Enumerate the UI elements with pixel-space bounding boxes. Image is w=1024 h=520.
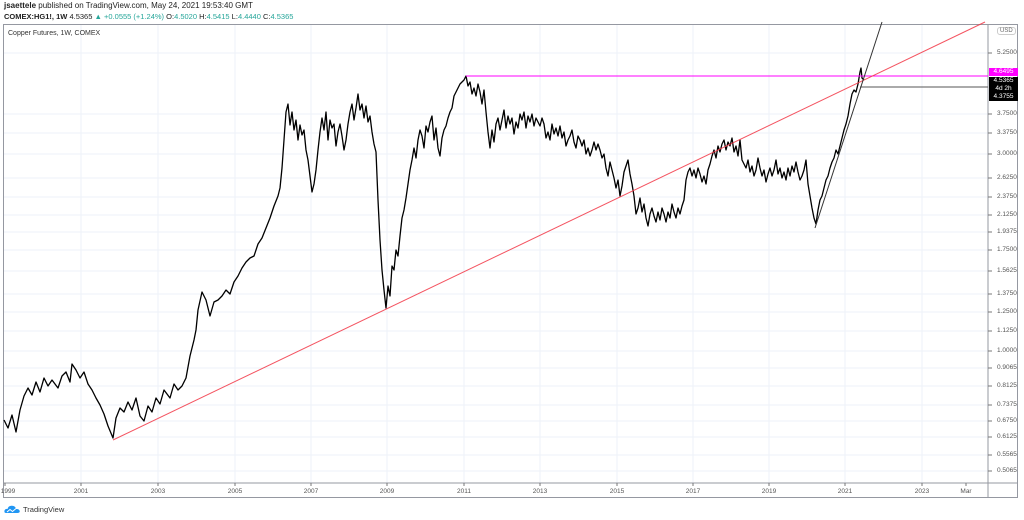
x-tick: 2001 xyxy=(73,488,89,495)
change-value: +0.0555 (+1.24%) xyxy=(104,12,165,21)
last-price-tag: 4.5365 xyxy=(989,77,1018,85)
x-tick: 2019 xyxy=(761,488,777,495)
open-value: 4.5020 xyxy=(174,12,198,21)
publish-text: published on TradingView.com, May 24, 20… xyxy=(38,1,253,10)
x-tick: 1999 xyxy=(0,488,16,495)
y-tick: 0.9065 xyxy=(997,364,1017,371)
y-tick: 1.9375 xyxy=(997,228,1017,235)
publisher-name: jsaettele xyxy=(4,1,37,10)
low-value: 4.4440 xyxy=(237,12,261,21)
y-tick: 5.2500 xyxy=(997,49,1017,56)
x-tick: 2015 xyxy=(609,488,625,495)
chart-legend: Copper Futures, 1W, COMEX xyxy=(8,30,101,37)
cloud-logo-icon xyxy=(4,505,20,513)
x-tick: 2007 xyxy=(303,488,319,495)
low-label: L: xyxy=(231,12,238,21)
y-tick: 3.7500 xyxy=(997,110,1017,117)
x-axis-ticks xyxy=(4,483,967,486)
bar-countdown: 4d 2h xyxy=(989,85,1018,93)
level-price-tag: 4.3755 xyxy=(989,93,1018,101)
tradingview-logo[interactable]: TradingView xyxy=(4,505,64,514)
open-label: O: xyxy=(166,12,175,21)
up-arrow-icon: ▲ xyxy=(94,12,102,21)
y-tick: 3.0000 xyxy=(997,150,1017,157)
x-tick: Mar xyxy=(960,488,972,495)
y-tick: 0.5565 xyxy=(997,451,1017,458)
resistance-price-tag: 4.6495 xyxy=(989,68,1018,76)
chart-frame[interactable] xyxy=(3,24,1018,498)
y-tick: 2.3750 xyxy=(997,193,1017,200)
grid-horizontal xyxy=(4,52,988,472)
last-price: 4.5365 xyxy=(69,12,93,21)
x-tick: 2023 xyxy=(914,488,930,495)
steep-trendline[interactable] xyxy=(814,21,883,229)
x-tick: 2021 xyxy=(837,488,853,495)
y-tick: 3.3750 xyxy=(997,129,1017,136)
close-label: C: xyxy=(262,12,271,21)
y-tick: 0.5065 xyxy=(997,467,1017,474)
x-tick: 2005 xyxy=(227,488,243,495)
y-tick: 1.0000 xyxy=(997,347,1017,354)
y-tick: 2.6250 xyxy=(997,174,1017,181)
x-tick: 2013 xyxy=(532,488,548,495)
y-tick: 2.1250 xyxy=(997,211,1017,218)
y-tick: 0.8125 xyxy=(997,382,1017,389)
long-term-trendline[interactable] xyxy=(112,21,986,441)
symbol-info: COMEX:HG1!, 1W 4.5365 ▲ +0.0555 (+1.24%)… xyxy=(4,12,293,21)
currency-label[interactable]: USD xyxy=(997,27,1016,35)
x-tick: 2009 xyxy=(379,488,395,495)
x-tick: 2011 xyxy=(457,488,471,495)
x-tick: 2017 xyxy=(685,488,701,495)
high-value: 4.5415 xyxy=(206,12,230,21)
y-tick: 1.5625 xyxy=(997,267,1017,274)
y-tick: 0.7375 xyxy=(997,401,1017,408)
symbol: COMEX:HG1!, 1W xyxy=(4,12,68,21)
y-tick: 1.3750 xyxy=(997,290,1017,297)
publish-info: jsaettele published on TradingView.com, … xyxy=(4,1,253,10)
price-series xyxy=(3,67,865,439)
grid-vertical xyxy=(80,25,923,483)
y-tick: 1.7500 xyxy=(997,246,1017,253)
close-value: 4.5365 xyxy=(270,12,294,21)
brand-name: TradingView xyxy=(23,505,65,514)
x-tick: 2003 xyxy=(150,488,166,495)
high-label: H: xyxy=(199,12,207,21)
y-tick: 0.6125 xyxy=(997,433,1017,440)
y-tick: 0.6750 xyxy=(997,417,1017,424)
y-tick: 1.1250 xyxy=(997,327,1017,334)
y-tick: 1.2500 xyxy=(997,308,1017,315)
y-axis-ticks xyxy=(988,52,992,472)
